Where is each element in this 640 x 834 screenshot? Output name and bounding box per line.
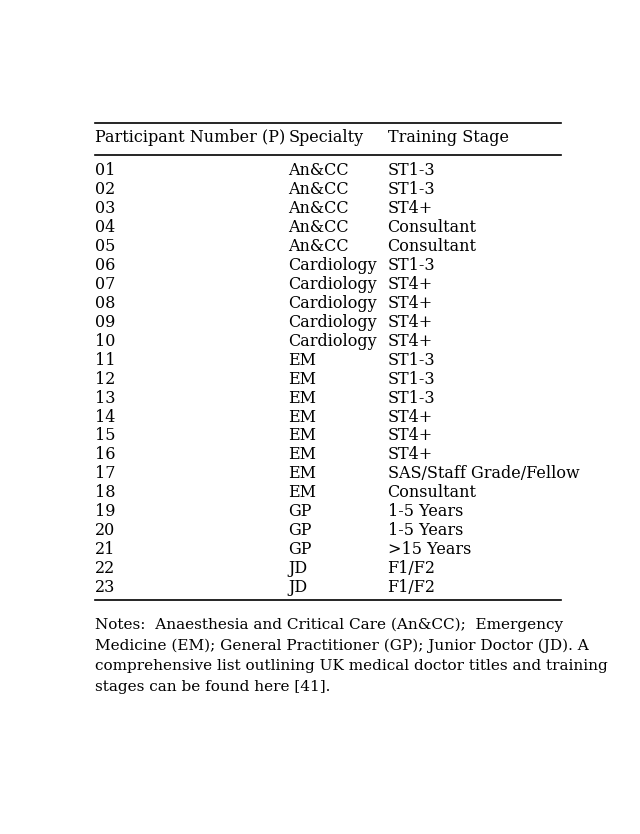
- Text: 05: 05: [95, 238, 115, 255]
- Text: 1-5 Years: 1-5 Years: [388, 522, 463, 540]
- Text: EM: EM: [288, 389, 316, 407]
- Text: An&CC: An&CC: [288, 200, 349, 217]
- Text: 23: 23: [95, 579, 115, 596]
- Text: 22: 22: [95, 560, 115, 577]
- Text: ST4+: ST4+: [388, 409, 433, 425]
- Text: ST1-3: ST1-3: [388, 389, 435, 407]
- Text: 01: 01: [95, 163, 115, 179]
- Text: Consultant: Consultant: [388, 238, 477, 255]
- Text: Cardiology: Cardiology: [288, 295, 377, 312]
- Text: An&CC: An&CC: [288, 181, 349, 198]
- Text: 18: 18: [95, 485, 115, 501]
- Text: An&CC: An&CC: [288, 219, 349, 236]
- Text: 14: 14: [95, 409, 115, 425]
- Text: EM: EM: [288, 428, 316, 445]
- Text: 20: 20: [95, 522, 115, 540]
- Text: 10: 10: [95, 333, 115, 349]
- Text: Cardiology: Cardiology: [288, 257, 377, 274]
- Text: Specialty: Specialty: [288, 129, 364, 146]
- Text: ST1-3: ST1-3: [388, 370, 435, 388]
- Text: Cardiology: Cardiology: [288, 314, 377, 331]
- Text: Cardiology: Cardiology: [288, 276, 377, 293]
- Text: ST4+: ST4+: [388, 314, 433, 331]
- Text: 1-5 Years: 1-5 Years: [388, 503, 463, 520]
- Text: ST4+: ST4+: [388, 295, 433, 312]
- Text: EM: EM: [288, 465, 316, 482]
- Text: ST4+: ST4+: [388, 428, 433, 445]
- Text: JD: JD: [288, 579, 307, 596]
- Text: ST1-3: ST1-3: [388, 181, 435, 198]
- Text: GP: GP: [288, 503, 312, 520]
- Text: ST1-3: ST1-3: [388, 352, 435, 369]
- Text: 15: 15: [95, 428, 115, 445]
- Text: ST4+: ST4+: [388, 200, 433, 217]
- Text: 19: 19: [95, 503, 115, 520]
- Text: comprehensive list outlining UK medical doctor titles and training: comprehensive list outlining UK medical …: [95, 660, 607, 673]
- Text: EM: EM: [288, 485, 316, 501]
- Text: 17: 17: [95, 465, 115, 482]
- Text: GP: GP: [288, 522, 312, 540]
- Text: 13: 13: [95, 389, 115, 407]
- Text: Participant Number (P): Participant Number (P): [95, 129, 285, 146]
- Text: F1/F2: F1/F2: [388, 579, 435, 596]
- Text: ST1-3: ST1-3: [388, 163, 435, 179]
- Text: Training Stage: Training Stage: [388, 129, 509, 146]
- Text: Consultant: Consultant: [388, 485, 477, 501]
- Text: Medicine (EM); General Practitioner (GP); Junior Doctor (JD). A: Medicine (EM); General Practitioner (GP)…: [95, 639, 589, 653]
- Text: JD: JD: [288, 560, 307, 577]
- Text: EM: EM: [288, 446, 316, 464]
- Text: ST4+: ST4+: [388, 446, 433, 464]
- Text: 16: 16: [95, 446, 115, 464]
- Text: >15 Years: >15 Years: [388, 541, 471, 558]
- Text: stages can be found here [41].: stages can be found here [41].: [95, 680, 330, 694]
- Text: Cardiology: Cardiology: [288, 333, 377, 349]
- Text: SAS/Staff Grade/Fellow: SAS/Staff Grade/Fellow: [388, 465, 579, 482]
- Text: EM: EM: [288, 409, 316, 425]
- Text: ST1-3: ST1-3: [388, 257, 435, 274]
- Text: ST4+: ST4+: [388, 276, 433, 293]
- Text: Notes:  Anaesthesia and Critical Care (An&CC);  Emergency: Notes: Anaesthesia and Critical Care (An…: [95, 618, 563, 632]
- Text: 06: 06: [95, 257, 115, 274]
- Text: 21: 21: [95, 541, 115, 558]
- Text: F1/F2: F1/F2: [388, 560, 435, 577]
- Text: 12: 12: [95, 370, 115, 388]
- Text: ST4+: ST4+: [388, 333, 433, 349]
- Text: Consultant: Consultant: [388, 219, 477, 236]
- Text: 09: 09: [95, 314, 115, 331]
- Text: 02: 02: [95, 181, 115, 198]
- Text: GP: GP: [288, 541, 312, 558]
- Text: EM: EM: [288, 370, 316, 388]
- Text: 03: 03: [95, 200, 115, 217]
- Text: An&CC: An&CC: [288, 238, 349, 255]
- Text: EM: EM: [288, 352, 316, 369]
- Text: 08: 08: [95, 295, 115, 312]
- Text: An&CC: An&CC: [288, 163, 349, 179]
- Text: 07: 07: [95, 276, 115, 293]
- Text: 11: 11: [95, 352, 115, 369]
- Text: 04: 04: [95, 219, 115, 236]
